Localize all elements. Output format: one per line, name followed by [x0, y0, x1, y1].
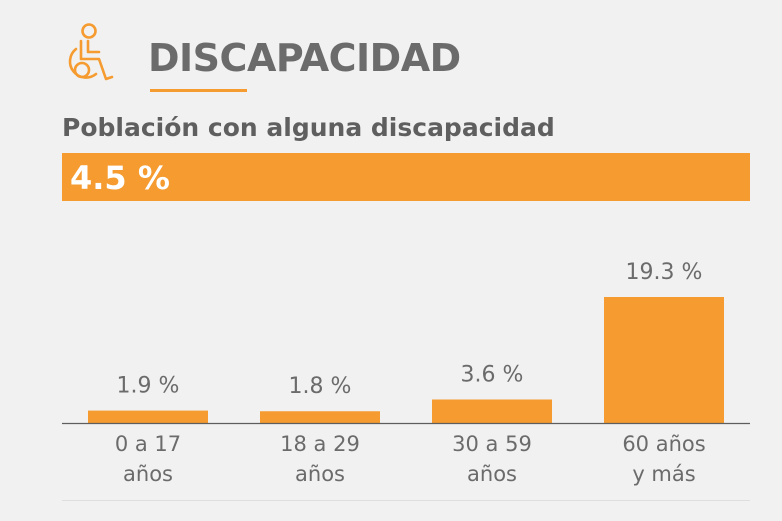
bar [88, 410, 208, 423]
title-underline [150, 89, 247, 92]
category-tick-label: 60 años [622, 432, 705, 456]
bar [260, 411, 380, 423]
chart-subtitle: Población con alguna discapacidad [62, 113, 555, 142]
bar-value-label: 1.9 % [117, 374, 180, 399]
bar-value-label: 3.6 % [461, 362, 524, 387]
bar-value-label: 19.3 % [626, 260, 703, 285]
category-tick-label: años [467, 462, 517, 486]
bottom-divider [62, 500, 750, 501]
category-tick-label: años [295, 462, 345, 486]
category-tick-label: años [123, 462, 173, 486]
category-tick-label: 0 a 17 [115, 432, 181, 456]
category-tick-label: y más [632, 462, 695, 486]
bar-value-label: 1.8 % [289, 374, 352, 399]
category-tick-label: 18 a 29 [280, 432, 360, 456]
total-percentage-bar: 4.5 % [62, 153, 750, 201]
bar [432, 399, 552, 423]
section-title: DISCAPACIDAD [148, 36, 461, 80]
wheelchair-person-icon [68, 23, 114, 81]
bar [604, 297, 724, 423]
total-percentage-value: 4.5 % [70, 159, 170, 197]
category-tick-label: 30 a 59 [452, 432, 532, 456]
